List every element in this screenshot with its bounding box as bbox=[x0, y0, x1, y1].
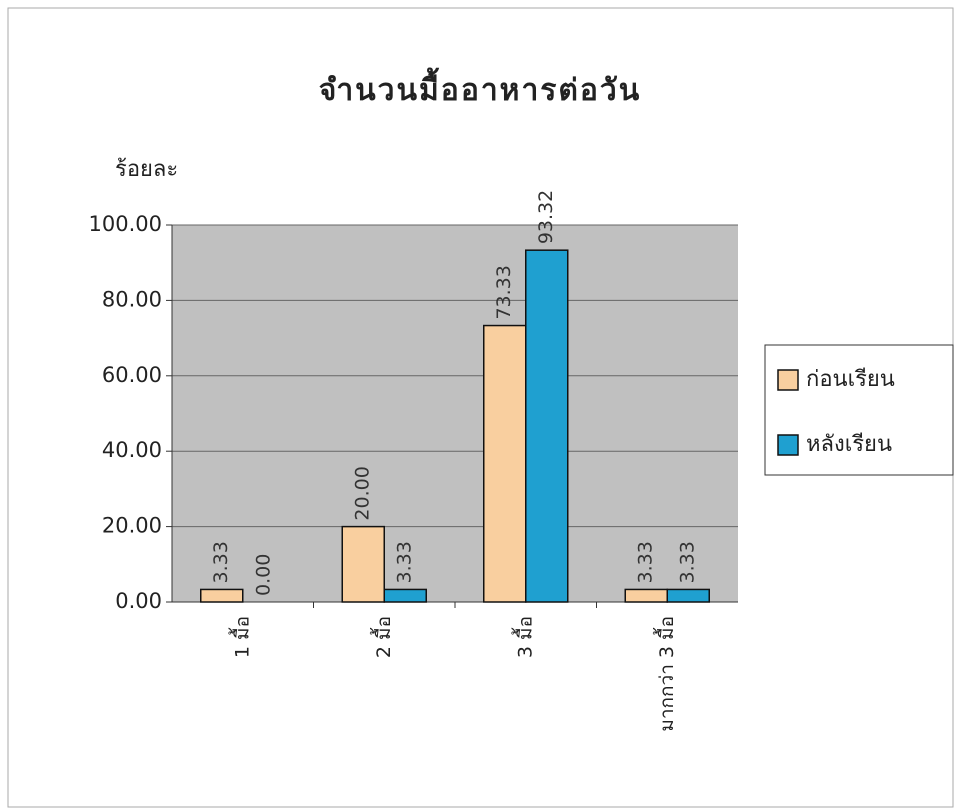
y-tick-label: 20.00 bbox=[102, 514, 162, 538]
bar bbox=[525, 249, 569, 603]
data-label: 3.33 bbox=[394, 541, 416, 583]
bar bbox=[483, 324, 527, 603]
data-label: 93.32 bbox=[535, 190, 557, 244]
x-tick-label: 1 มื้อ bbox=[228, 616, 253, 658]
y-tick-label: 60.00 bbox=[102, 363, 162, 387]
bar bbox=[341, 525, 385, 603]
x-tick-label: 2 มื้อ bbox=[370, 616, 395, 658]
chart-title: จำนวนมื้ออาหารต่อวัน bbox=[319, 67, 642, 108]
y-tick-label: 100.00 bbox=[89, 212, 162, 236]
legend-swatch bbox=[777, 434, 799, 456]
legend-label: ก่อนเรียน bbox=[806, 367, 895, 392]
data-label: 20.00 bbox=[352, 466, 374, 520]
legend-swatch bbox=[777, 369, 799, 391]
plot-area bbox=[172, 225, 738, 602]
data-label: 3.33 bbox=[210, 541, 232, 583]
x-tick-label: มากกว่า 3 มื้อ bbox=[653, 616, 678, 732]
x-tick-label: 3 มื้อ bbox=[511, 616, 536, 658]
bar bbox=[200, 588, 244, 603]
data-label: 73.33 bbox=[493, 265, 515, 319]
y-tick-label: 40.00 bbox=[102, 438, 162, 462]
bar bbox=[624, 588, 668, 603]
legend-label: หลังเรียน bbox=[806, 432, 892, 457]
data-label: 3.33 bbox=[677, 541, 699, 583]
bar bbox=[666, 588, 710, 603]
data-label: 0.00 bbox=[252, 554, 274, 596]
y-tick-label: 80.00 bbox=[102, 287, 162, 311]
y-axis-label: ร้อยละ bbox=[115, 157, 178, 182]
data-label: 3.33 bbox=[635, 541, 657, 583]
bar bbox=[383, 588, 427, 603]
y-tick-label: 0.00 bbox=[115, 589, 162, 613]
